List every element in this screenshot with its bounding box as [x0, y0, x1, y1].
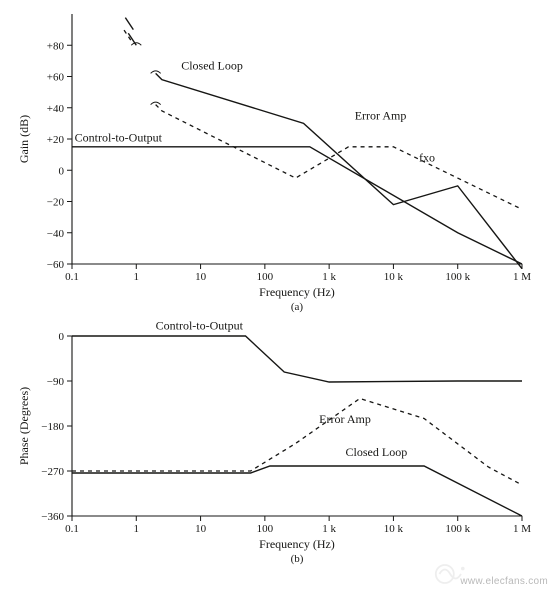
gain-chart-x-tick-label: 100 k: [445, 271, 470, 283]
gain-chart-y-tick-label: −40: [47, 228, 65, 240]
phase-chart-series-closed_loop: [72, 466, 522, 516]
gain-chart-y-tick-label: +20: [47, 134, 65, 146]
phase-chart-caption: (b): [291, 553, 304, 565]
phase-chart-x-tick-label: 100: [257, 523, 274, 535]
gain-chart-series-closed_loop: [156, 73, 522, 268]
gain-chart-series-closed_loop-stub: [125, 18, 133, 30]
phase-chart-x-tick-label: 1 k: [322, 523, 336, 535]
phase-chart-series-control_to_output: [72, 336, 522, 382]
phase-chart-y-tick-label: −180: [41, 421, 64, 433]
phase-chart-y-tick-label: −270: [41, 466, 64, 478]
gain-chart-y-tick-label: −60: [47, 259, 65, 271]
gain-chart-label-error_amp: Error Amp: [355, 108, 407, 122]
phase-chart-y-tick-label: 0: [59, 331, 65, 343]
gain-chart-y-label: Gain (dB): [17, 115, 31, 163]
gain-chart-y-tick-label: +40: [47, 103, 65, 115]
phase-chart-x-tick-label: 100 k: [445, 523, 470, 535]
gain-chart-x-tick-label: 1 M: [513, 271, 531, 283]
phase-chart-y-tick-label: −360: [41, 511, 64, 523]
phase-chart-x-tick-label: 10: [195, 523, 207, 535]
phase-chart-label-closed_loop: Closed Loop: [346, 445, 408, 459]
gain-chart-x-tick-label: 0.1: [65, 271, 79, 283]
gain-chart-caption: (a): [291, 301, 304, 313]
gain-chart-y-tick-label: +60: [47, 72, 65, 84]
gain-chart-y-tick-label: −20: [47, 197, 65, 209]
phase-chart-x-tick-label: 1: [134, 523, 140, 535]
gain-chart-series-error_amp: [156, 105, 522, 210]
phase-chart-series-error_amp: [72, 399, 522, 486]
phase-chart-x-tick-label: 1 M: [513, 523, 531, 535]
watermark-text: www.elecfans.com: [460, 576, 548, 587]
gain-chart-label-closed_loop: Closed Loop: [181, 58, 243, 72]
gain-chart-x-tick-label: 1 k: [322, 271, 336, 283]
gain-chart-y-tick-label: 0: [59, 165, 65, 177]
gain-chart-x-tick-label: 10: [195, 271, 207, 283]
phase-chart-label-control_to_output: Control-to-Output: [156, 319, 244, 333]
phase-chart-y-label: Phase (Degrees): [17, 387, 31, 465]
gain-chart-label-control_to_output: Control-to-Output: [75, 130, 163, 144]
phase-chart-x-tick-label: 0.1: [65, 523, 79, 535]
gain-chart-x-label: Frequency (Hz): [259, 285, 335, 299]
phase-chart-x-label: Frequency (Hz): [259, 537, 335, 551]
gain-chart-break-glyph: [151, 102, 161, 105]
gain-chart-y-tick-label: +80: [47, 40, 65, 52]
gain-chart-x-tick-label: 1: [134, 271, 140, 283]
phase-chart-x-tick-label: 10 k: [384, 523, 404, 535]
phase-chart-label-error_amp: Error Amp: [319, 412, 371, 426]
gain-chart-x-tick-label: 10 k: [384, 271, 404, 283]
gain-chart-break-glyph: [151, 71, 161, 74]
gain-chart-label-fxo: fxo: [419, 151, 435, 165]
gain-chart-x-tick-label: 100: [257, 271, 274, 283]
gain-chart-series-control_to_output: [72, 147, 522, 264]
phase-chart-y-tick-label: −90: [47, 376, 65, 388]
